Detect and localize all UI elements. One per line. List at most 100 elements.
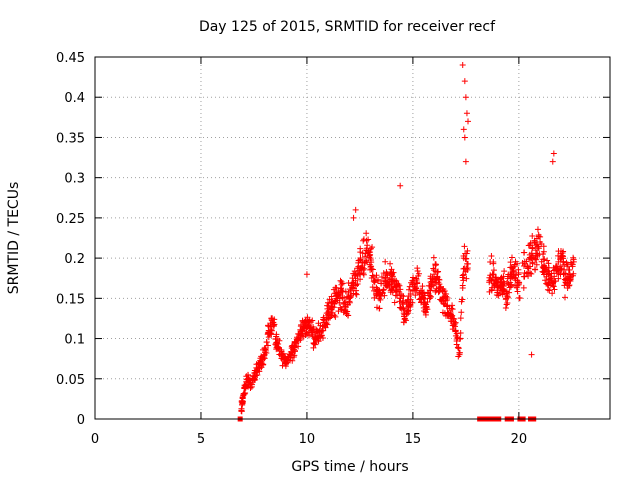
data-point bbox=[428, 281, 435, 288]
data-point bbox=[453, 330, 460, 337]
data-point bbox=[443, 293, 450, 300]
data-point bbox=[330, 286, 337, 293]
data-point bbox=[346, 295, 353, 302]
data-point bbox=[353, 287, 360, 294]
data-point bbox=[310, 344, 317, 351]
data-point bbox=[241, 385, 248, 392]
data-point bbox=[332, 313, 339, 320]
data-point bbox=[542, 277, 549, 284]
data-point bbox=[525, 269, 532, 276]
data-point bbox=[287, 357, 294, 364]
data-point bbox=[380, 286, 387, 293]
data-point bbox=[391, 277, 398, 284]
data-point bbox=[258, 364, 265, 371]
data-point bbox=[499, 287, 506, 294]
data-point bbox=[359, 250, 366, 257]
data-point bbox=[295, 335, 302, 342]
data-point bbox=[322, 324, 329, 331]
data-point bbox=[409, 287, 416, 294]
chart-title: Day 125 of 2015, SRMTID for receiver rec… bbox=[199, 19, 496, 35]
data-point bbox=[461, 243, 468, 250]
data-point bbox=[456, 351, 463, 358]
data-point bbox=[500, 286, 507, 293]
data-point bbox=[464, 247, 471, 254]
y-tick-label: 0.25 bbox=[56, 212, 85, 227]
data-point bbox=[245, 376, 252, 383]
data-point bbox=[541, 256, 548, 263]
data-point bbox=[525, 242, 532, 249]
data-point bbox=[353, 291, 360, 298]
data-point bbox=[566, 282, 573, 289]
data-point bbox=[287, 354, 294, 361]
data-point bbox=[565, 266, 572, 273]
data-point bbox=[368, 266, 375, 273]
data-point bbox=[434, 269, 441, 276]
data-point bbox=[397, 286, 404, 293]
data-point bbox=[524, 263, 531, 270]
data-point bbox=[458, 298, 465, 305]
data-point bbox=[291, 352, 298, 359]
data-point bbox=[364, 242, 371, 249]
data-point bbox=[422, 309, 429, 316]
data-point bbox=[507, 271, 514, 278]
data-point bbox=[449, 306, 456, 313]
data-point bbox=[449, 312, 456, 319]
data-point bbox=[520, 249, 527, 256]
tick-labels: 0 0.05 0.1 0.15 0.2 0.25 0.3 0.35 0.4 0.45 0 5 10 15 2… bbox=[56, 51, 527, 447]
y-tick-label: 0.15 bbox=[56, 292, 85, 307]
data-point bbox=[397, 295, 404, 302]
x-tick-label: 5 bbox=[197, 432, 205, 447]
data-point bbox=[381, 277, 388, 284]
data-point bbox=[533, 235, 540, 242]
data-point bbox=[528, 270, 535, 277]
data-point bbox=[528, 255, 535, 262]
data-point bbox=[401, 311, 408, 318]
data-point bbox=[239, 401, 246, 408]
data-point bbox=[355, 267, 362, 274]
data-point bbox=[250, 373, 257, 380]
data-point bbox=[299, 327, 306, 334]
data-point bbox=[547, 275, 554, 282]
data-point bbox=[325, 311, 332, 318]
data-point bbox=[532, 247, 539, 254]
data-point bbox=[460, 255, 467, 262]
data-point bbox=[558, 255, 565, 262]
data-point bbox=[312, 335, 319, 342]
data-point bbox=[567, 278, 574, 285]
x-tick-label: 20 bbox=[511, 432, 528, 447]
data-point bbox=[308, 327, 315, 334]
data-point bbox=[300, 333, 307, 340]
data-point bbox=[418, 295, 425, 302]
data-point bbox=[333, 295, 340, 302]
data-point bbox=[529, 244, 536, 251]
data-point bbox=[309, 317, 316, 324]
data-point bbox=[545, 271, 552, 278]
data-point bbox=[393, 277, 400, 284]
data-point bbox=[516, 295, 523, 302]
x-tick-label: 0 bbox=[91, 432, 99, 447]
data-point bbox=[363, 230, 370, 237]
data-point bbox=[414, 279, 421, 286]
data-point bbox=[240, 391, 247, 398]
data-point bbox=[368, 274, 375, 281]
data-point bbox=[363, 247, 370, 254]
data-point bbox=[494, 287, 501, 294]
data-point bbox=[534, 226, 541, 233]
data-point bbox=[495, 279, 502, 286]
data-point bbox=[248, 383, 255, 390]
data-point bbox=[435, 289, 442, 296]
data-point bbox=[507, 283, 514, 290]
data-point bbox=[354, 271, 361, 278]
data-point bbox=[435, 268, 442, 275]
data-point bbox=[457, 315, 464, 322]
data-point bbox=[457, 330, 464, 337]
data-point bbox=[498, 279, 505, 286]
data-point bbox=[278, 351, 285, 358]
data-point bbox=[454, 344, 461, 351]
outlier-point bbox=[461, 134, 468, 141]
data-point bbox=[560, 248, 567, 255]
y-tick-label: 0.45 bbox=[56, 51, 85, 66]
data-point bbox=[305, 332, 312, 339]
data-point bbox=[287, 349, 294, 356]
